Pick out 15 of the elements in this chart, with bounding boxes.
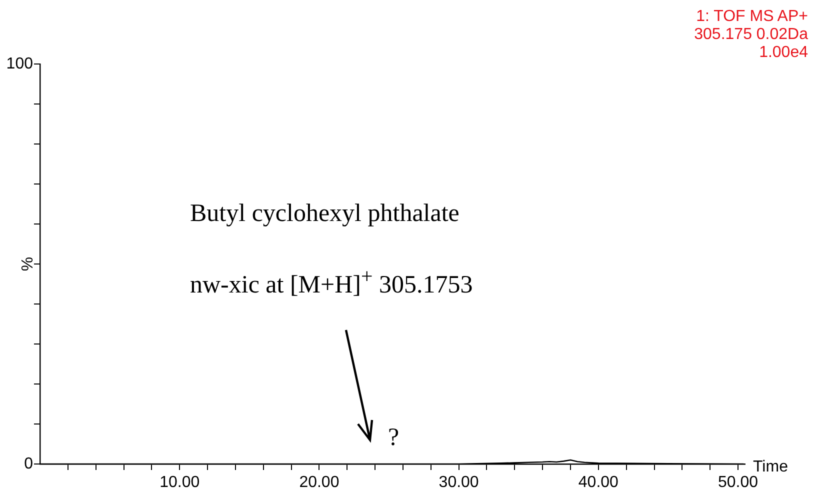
annotation: ? [388, 424, 400, 452]
y-axis-title: % [19, 256, 36, 272]
x-axis-title: Time [753, 458, 788, 476]
y-tick-label: 100 [6, 55, 34, 72]
annotation: Butyl cyclohexyl phthalate [190, 200, 460, 228]
x-tick-label: 50.00 [718, 474, 758, 492]
annotation: nw-xic at [M+H]$^{+}$ 305.1753 [190, 264, 473, 300]
x-tick-label: 30.00 [438, 474, 479, 492]
text: 305.175 0.02Da [694, 26, 808, 44]
x-tick-label: 20.00 [299, 474, 340, 492]
text: 1.00e4 [759, 44, 808, 62]
x-tick-label: 40.00 [578, 474, 619, 492]
x-tick-label: 10.00 [160, 474, 200, 492]
text: 1: TOF MS AP+ [696, 8, 808, 26]
y-tick-label: 0 [24, 455, 34, 472]
